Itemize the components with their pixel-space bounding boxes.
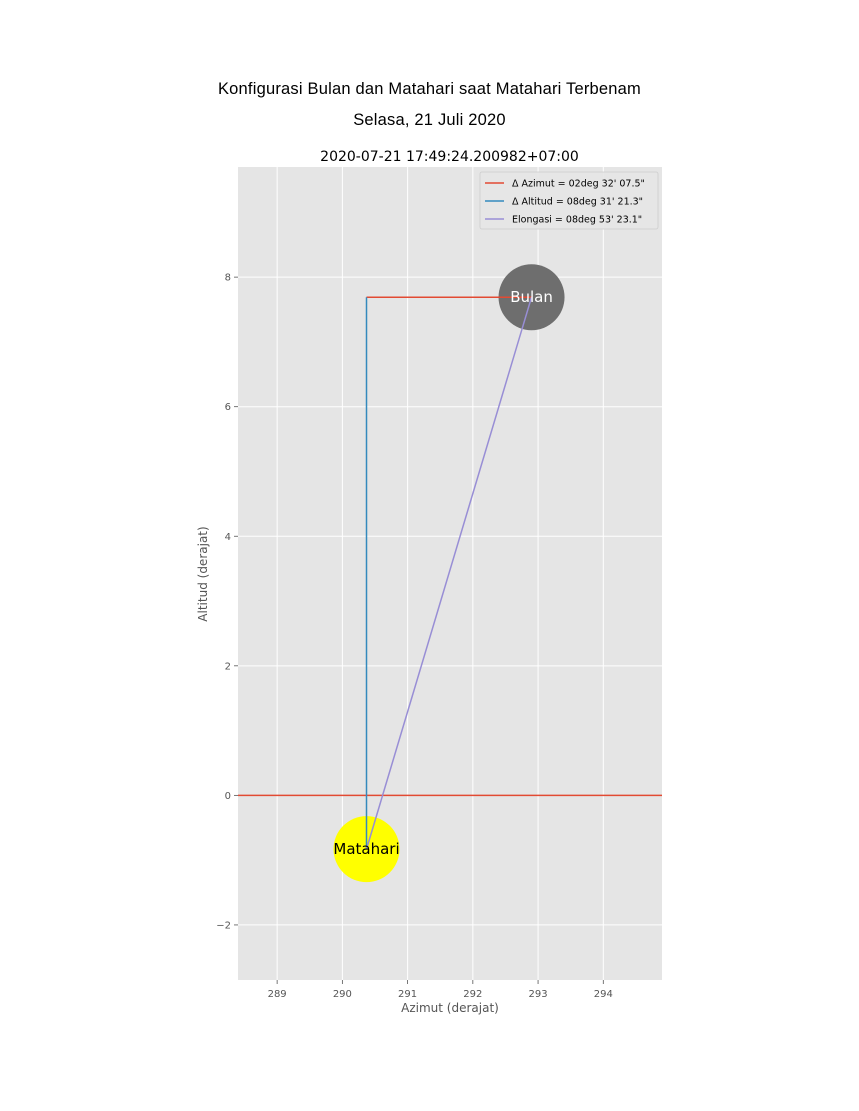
legend-entry-1: Δ Altitud = 08deg 31' 21.3" [512, 197, 643, 208]
axis-ticks-group: 289 290 291 292 293 294 −2 0 2 4 6 8 [216, 273, 613, 1000]
chart-title: Konfigurasi Bulan dan Matahari saat Mata… [217, 80, 642, 98]
legend-frame [479, 171, 659, 230]
y-tick-label: 8 [225, 273, 231, 284]
y-tick-label: 6 [225, 402, 231, 413]
body-label-bulan: Bulan [510, 288, 553, 306]
body-label-matahari: Matahari [333, 840, 399, 858]
chart-subtitle-date: Selasa, 21 Juli 2020 [353, 111, 506, 129]
measurement-lines-group [365, 296, 533, 850]
x-tick-label: 294 [594, 989, 613, 1000]
body-labels-group: Bulan Matahari [333, 288, 552, 858]
series-line-2 [365, 296, 533, 850]
legend: Δ Azimut = 02deg 32' 07.5" Δ Altitud = 08… [479, 171, 659, 230]
plot-area-background [238, 167, 662, 980]
x-axis-label: Azimut (derajat) [401, 1001, 499, 1015]
x-tick-label: 289 [268, 989, 287, 1000]
legend-entry-2: Elongasi = 08deg 53' 23.1" [512, 215, 642, 226]
y-axis-label: Altitud (derajat) [196, 526, 210, 621]
y-tick-label: −2 [216, 920, 231, 931]
x-tick-label: 293 [529, 989, 548, 1000]
x-tick-label: 292 [463, 989, 482, 1000]
y-tick-label: 4 [225, 532, 231, 543]
y-tick-label: 0 [225, 791, 231, 802]
subplot-title-timestamp: 2020-07-21 17:49:24.200982+07:00 [320, 149, 579, 165]
x-tick-label: 290 [333, 989, 352, 1000]
legend-entry-0: Δ Azimut = 02deg 32' 07.5" [512, 179, 645, 190]
y-tick-label: 2 [225, 661, 231, 672]
x-tick-label: 291 [398, 989, 417, 1000]
